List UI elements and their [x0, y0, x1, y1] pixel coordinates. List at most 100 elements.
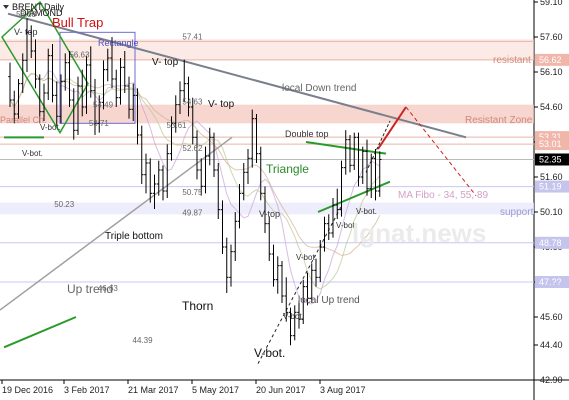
- ma-34-line: [9, 70, 381, 305]
- ohlc-bar: [37, 74, 42, 124]
- ohlc-bar: [360, 146, 365, 184]
- ohlc-bar: [233, 212, 238, 261]
- ohlc-bar: [101, 60, 106, 110]
- ohlc-bar: [50, 44, 55, 103]
- ohlc-bar: [195, 130, 199, 180]
- y-tick-label: 57.60: [540, 32, 563, 42]
- ohlc-bar: [352, 132, 357, 170]
- ohlc-bar: [220, 200, 225, 254]
- axis-resistance-upper-label: 56.62: [539, 55, 562, 65]
- x-tick-label: 20 Jun 2017: [256, 385, 306, 395]
- label-rectangle: Rectangle: [98, 38, 139, 48]
- ohlc-bar: [46, 48, 51, 100]
- dropdown-arrow-icon: [3, 5, 9, 9]
- green-trend-line: [3, 316, 77, 349]
- label-v-bot-6: V-bot.: [283, 312, 304, 321]
- price-label: 50.23: [54, 200, 75, 209]
- support-band: [0, 202, 534, 215]
- ohlc-bar: [84, 55, 89, 114]
- ohlc-bar: [42, 83, 46, 121]
- ohlc-bar: [216, 163, 221, 219]
- label-v-top-3: V- top: [208, 99, 235, 110]
- ohlc-bar: [152, 174, 157, 209]
- ohlc-bar: [20, 53, 25, 93]
- ohlc-bar: [178, 81, 182, 114]
- ohlc-bar: [326, 214, 331, 240]
- x-tick-label: 21 Mar 2017: [128, 385, 179, 395]
- ohlc-bar: [173, 95, 178, 133]
- y-tick-label: 44.40: [540, 340, 563, 350]
- ohlc-bar: [258, 146, 263, 201]
- label-v-bot-main: V-bot.: [254, 346, 285, 360]
- ohlc-bar: [339, 160, 344, 217]
- ohlc-bar: [12, 90, 17, 124]
- price-label: 49.87: [182, 208, 203, 217]
- ohlc-bar: [97, 95, 102, 133]
- y-tick-label: 42.90: [540, 375, 563, 385]
- forecast-short-line: [365, 120, 391, 173]
- label-resistant: resistant: [493, 55, 531, 66]
- price-label: 54.63: [182, 97, 203, 106]
- ohlc-bar: [139, 125, 144, 184]
- ohlc-bar: [280, 261, 284, 303]
- ohlc-bar: [135, 88, 140, 145]
- ohlc-bar: [105, 48, 110, 82]
- price-label: 54.49: [93, 101, 114, 110]
- label-local-up-trend: local Up trend: [298, 295, 360, 306]
- price-label: 46.63: [98, 284, 119, 293]
- price-label: 57.41: [182, 32, 203, 41]
- triangle-lower-line: [317, 180, 391, 213]
- ohlc-bar: [203, 146, 208, 194]
- ohlc-bar: [224, 237, 229, 293]
- axis-zone-lower-label: 53.01: [539, 139, 562, 149]
- ohlc-bar: [301, 279, 306, 324]
- ohlc-bar: [59, 74, 63, 124]
- label-triangle: Triangle: [266, 162, 309, 176]
- axis-level-48-78-label: 48.78: [539, 238, 562, 248]
- label-parallel-channel: Parallel Ch.: [0, 115, 47, 125]
- ohlc-bar: [275, 256, 280, 294]
- y-tick-label: 51.60: [540, 172, 563, 182]
- ohlc-bar: [237, 184, 242, 229]
- label-v-top-1: V- top: [14, 27, 38, 37]
- ohlc-bar: [305, 272, 310, 306]
- ohlc-bar: [318, 240, 323, 282]
- ohlc-bar: [122, 51, 127, 93]
- axis-level-51-19-box: [535, 180, 569, 193]
- ohlc-bar: [131, 83, 136, 121]
- label-thorn: Thorn: [182, 299, 213, 313]
- ohlc-bar: [186, 76, 191, 117]
- ohlc-bar: [169, 116, 174, 161]
- ohlc-bar: [309, 263, 314, 303]
- x-tick-label: 5 May 2017: [192, 385, 239, 395]
- label-support: support: [500, 207, 534, 218]
- price-label: 53.71: [89, 119, 110, 128]
- ohlc-bar: [110, 37, 114, 89]
- axis-resistance-upper-box: [535, 53, 569, 66]
- ohlc-bar: [373, 149, 378, 201]
- ohlc-bar: [254, 114, 259, 163]
- y-tick-label: 59.10: [540, 0, 563, 7]
- label-v-bot-2: V-bot.: [40, 123, 61, 132]
- price-label: 58.38: [16, 10, 37, 19]
- label-triple-bottom: Triple bottom: [105, 231, 163, 242]
- forecast-down-line: [405, 106, 477, 196]
- forecast-up-line: [377, 106, 407, 150]
- price-label: 44.39: [133, 336, 154, 345]
- ohlc-bar: [88, 46, 93, 98]
- ohlc-bar: [267, 216, 272, 261]
- ohlc-bar: [33, 39, 38, 89]
- chart-symbol-title: BRENT,Daily: [12, 2, 65, 12]
- up-trend-line: [0, 136, 233, 311]
- ohlc-bar: [263, 186, 267, 233]
- ohlc-bar: [288, 307, 293, 346]
- price-label: 52.62: [182, 144, 203, 153]
- ohlc-bar: [165, 144, 170, 198]
- ma-89-line: [9, 73, 381, 256]
- y-tick-label: 50.10: [540, 207, 563, 217]
- ohlc-bar: [343, 130, 348, 175]
- ohlc-bar: [156, 160, 161, 196]
